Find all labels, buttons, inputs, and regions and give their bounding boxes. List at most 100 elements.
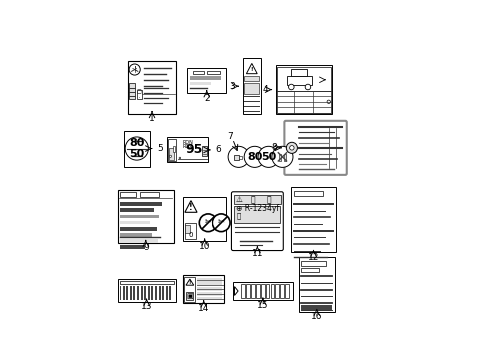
Text: 12: 12	[308, 253, 319, 262]
Polygon shape	[246, 63, 257, 74]
Bar	[168, 139, 176, 161]
Circle shape	[327, 100, 330, 103]
Bar	[123, 286, 124, 300]
Bar	[131, 286, 132, 300]
Circle shape	[286, 142, 297, 153]
Bar	[187, 68, 226, 93]
Text: ▣: ▣	[186, 293, 193, 299]
Polygon shape	[235, 287, 238, 296]
Bar	[138, 286, 139, 300]
Bar	[134, 286, 135, 300]
Bar	[141, 286, 142, 300]
Bar	[118, 279, 176, 302]
Circle shape	[199, 214, 217, 231]
Bar	[239, 156, 242, 158]
Bar	[243, 58, 261, 114]
Polygon shape	[185, 201, 197, 212]
Bar	[129, 84, 135, 99]
Bar	[137, 90, 142, 99]
Bar	[301, 261, 326, 266]
Bar	[277, 67, 331, 91]
Text: !: !	[189, 203, 193, 212]
Bar	[153, 286, 154, 300]
Text: 5: 5	[157, 144, 163, 153]
Bar	[152, 286, 153, 300]
Bar	[155, 286, 156, 300]
Bar	[120, 286, 121, 300]
Bar	[261, 284, 265, 298]
Bar	[287, 76, 312, 85]
Bar	[197, 287, 222, 291]
Bar	[128, 61, 176, 114]
Text: 👋: 👋	[267, 195, 271, 204]
Bar	[120, 233, 152, 237]
Bar	[170, 286, 171, 300]
Bar	[285, 284, 289, 298]
Bar	[120, 239, 158, 243]
Text: ✂: ✂	[205, 217, 212, 226]
Bar	[185, 225, 191, 233]
Bar	[156, 286, 157, 300]
Text: 4: 4	[262, 85, 268, 94]
Bar	[234, 195, 281, 204]
Bar	[140, 286, 141, 300]
Bar	[169, 148, 174, 159]
Bar	[265, 207, 277, 213]
Text: ⚠: ⚠	[236, 195, 243, 204]
Circle shape	[179, 157, 181, 159]
Bar	[186, 292, 194, 300]
Text: 50: 50	[129, 149, 145, 159]
Bar	[202, 146, 207, 156]
Circle shape	[305, 84, 311, 90]
Bar	[207, 71, 220, 74]
Bar	[292, 69, 307, 76]
Text: 1: 1	[149, 114, 155, 123]
Bar	[162, 286, 163, 300]
Text: 11: 11	[251, 249, 263, 258]
Bar	[120, 202, 162, 206]
Bar	[284, 154, 286, 161]
Text: 80: 80	[247, 152, 263, 162]
Text: 16: 16	[311, 312, 322, 321]
Bar	[127, 286, 128, 300]
Bar	[120, 227, 157, 231]
Bar	[299, 257, 335, 311]
Bar	[242, 284, 245, 298]
Circle shape	[258, 146, 279, 167]
Bar	[148, 286, 149, 300]
Text: 15: 15	[257, 301, 269, 310]
Bar	[137, 286, 138, 300]
Text: 14: 14	[198, 304, 209, 313]
Text: 🔧: 🔧	[237, 212, 241, 219]
Bar	[266, 284, 270, 298]
Bar	[294, 191, 323, 196]
Bar	[120, 281, 173, 284]
Text: 7: 7	[227, 132, 233, 141]
Text: !: !	[189, 280, 191, 285]
Bar	[270, 284, 274, 298]
Text: □·
·: □· ·	[136, 89, 142, 100]
Bar	[166, 286, 167, 300]
Bar	[233, 282, 293, 301]
Bar	[185, 223, 196, 239]
Bar	[133, 286, 134, 300]
Bar	[197, 283, 222, 286]
Text: 95: 95	[186, 143, 203, 156]
Text: 13: 13	[141, 302, 152, 311]
Bar	[275, 284, 279, 298]
Bar	[159, 286, 160, 300]
Bar	[197, 278, 222, 282]
Bar	[193, 71, 204, 74]
Bar	[197, 292, 222, 296]
Text: 50: 50	[261, 152, 276, 162]
Bar	[124, 286, 125, 300]
Text: 8: 8	[272, 143, 277, 152]
Bar	[244, 84, 259, 94]
Bar	[280, 284, 284, 298]
Bar	[277, 91, 331, 113]
Bar	[234, 155, 239, 160]
Circle shape	[170, 155, 172, 157]
Bar	[120, 245, 145, 249]
Bar	[165, 286, 166, 300]
Bar	[301, 305, 332, 310]
